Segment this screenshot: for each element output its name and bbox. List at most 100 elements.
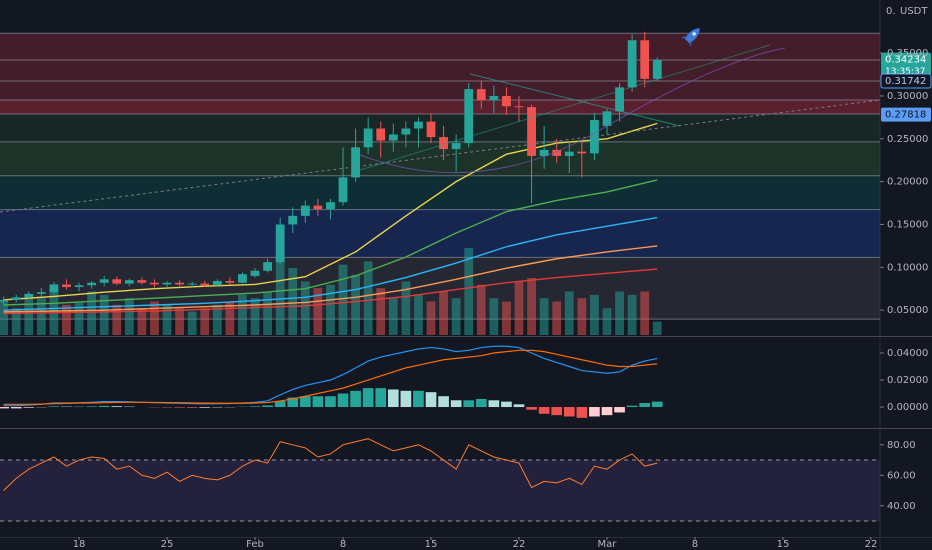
histogram-bar	[400, 390, 412, 408]
histogram-bar	[626, 405, 638, 408]
volume-bar	[539, 298, 549, 335]
y-tick-label: 80.00	[887, 440, 916, 451]
histogram-bar	[551, 407, 563, 416]
volume-bar	[476, 284, 486, 335]
candle-body	[288, 215, 298, 225]
volume-bar	[615, 291, 624, 335]
level-band	[0, 209, 880, 258]
volume-bar	[250, 298, 260, 335]
volume-bar	[175, 308, 185, 335]
candle-body	[464, 89, 474, 144]
volume-bar	[326, 284, 335, 335]
moving-average	[3, 268, 658, 315]
histogram-bar	[312, 396, 324, 408]
price-tag-label: 0.31742	[885, 76, 926, 87]
candle-body	[602, 111, 612, 126]
volume-bar	[112, 304, 122, 335]
volume-bar	[426, 301, 436, 335]
y-tick-label: 0.35000	[887, 48, 928, 59]
volume-bar	[489, 298, 499, 335]
candle-body	[263, 262, 273, 271]
candle-body	[112, 279, 122, 284]
price-tag-label: 0.27818	[885, 110, 926, 121]
candle-body	[564, 151, 574, 156]
rocket-icon	[680, 28, 700, 48]
unit-label: USDT	[900, 6, 928, 17]
x-tick-label: 15	[425, 539, 438, 550]
histogram-bar	[387, 389, 399, 408]
candle-body	[313, 205, 323, 210]
y-tick-label: 0.25000	[887, 134, 928, 145]
x-tick-label: 25	[161, 539, 174, 550]
candle-body	[187, 283, 197, 285]
signal-line	[3, 349, 658, 405]
volume-bar	[263, 291, 273, 335]
header-box	[882, 4, 930, 18]
y-tick-label: 0.04000	[887, 348, 928, 359]
y-tick-label: 0.02000	[887, 375, 928, 386]
candle-body	[162, 282, 172, 285]
volume-bar	[212, 304, 222, 335]
volume-bar	[137, 308, 147, 335]
trend-line	[359, 44, 771, 171]
volume-bar	[590, 294, 599, 335]
candle-body	[137, 280, 147, 283]
candle-body	[439, 137, 448, 150]
y-tick-label: 0.05000	[887, 305, 928, 316]
histogram-bar	[299, 396, 311, 408]
volume-bar	[376, 288, 386, 335]
volume-bar	[602, 308, 612, 335]
trend-line	[469, 73, 681, 127]
volume-bar	[401, 281, 411, 335]
price-tag	[881, 52, 931, 79]
price-tag-label: 0.34234	[885, 55, 926, 66]
candle-body	[62, 284, 71, 288]
histogram-bar	[48, 406, 60, 408]
trend-curve	[359, 47, 786, 174]
volume-bar	[388, 298, 398, 335]
y-tick-label: 0.20000	[887, 177, 928, 188]
x-tick-label: 8	[692, 539, 698, 550]
candle-body	[212, 281, 222, 286]
candle-body	[476, 89, 486, 101]
volume-bar	[652, 321, 662, 335]
histogram-bar	[350, 390, 361, 408]
level-band	[0, 99, 880, 114]
histogram-bar	[450, 400, 462, 408]
candle-body	[200, 283, 210, 286]
histogram-bar	[488, 400, 500, 408]
level-band	[0, 60, 880, 81]
x-tick-label: 22	[513, 539, 526, 550]
volume-bar	[640, 291, 650, 335]
candle-body	[36, 292, 46, 294]
moving-average	[3, 179, 658, 306]
candle-body	[326, 202, 335, 210]
volume-bar	[300, 281, 310, 335]
moving-average	[3, 245, 658, 313]
price-tag	[881, 107, 931, 122]
candle-body	[238, 274, 247, 283]
volume-bar	[464, 247, 474, 335]
countdown-label: 13:35:37	[885, 67, 925, 77]
volume-bar	[238, 294, 247, 335]
volume-bar	[451, 298, 461, 335]
volume-bar	[11, 308, 21, 335]
candle-body	[577, 151, 587, 154]
level-band	[0, 33, 880, 61]
macd-line	[3, 345, 658, 407]
candle-body	[514, 106, 524, 108]
candle-body	[376, 128, 386, 141]
histogram-bar	[475, 398, 487, 408]
histogram-bar	[86, 406, 97, 408]
y-tick-label: 0.15000	[887, 219, 928, 230]
candle-body	[627, 40, 637, 88]
volume-bar	[564, 291, 574, 335]
candle-body	[414, 121, 423, 129]
candle-body	[150, 282, 159, 285]
histogram-bar	[614, 407, 625, 413]
histogram-bar	[199, 407, 211, 408]
level-band	[0, 80, 880, 100]
candle-body	[615, 87, 624, 112]
volume-bar	[577, 298, 587, 335]
